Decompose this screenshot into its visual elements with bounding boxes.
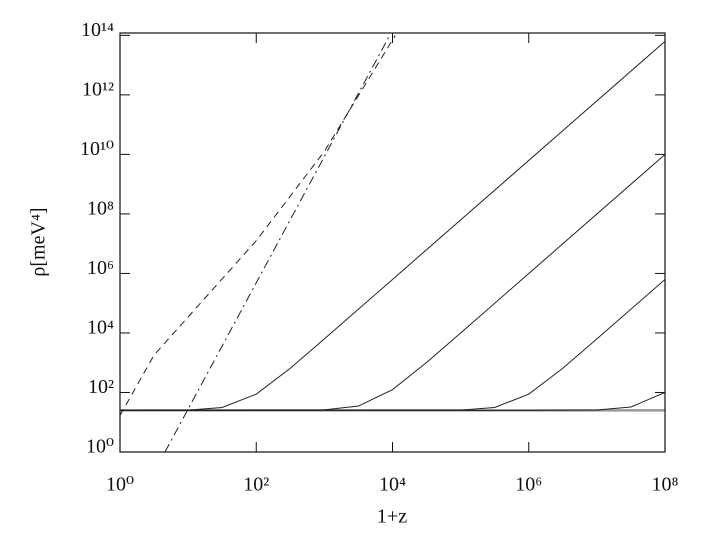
y-tick-label: 10⁴ bbox=[87, 317, 114, 339]
series-line bbox=[120, 279, 665, 411]
y-tick-label: 10⁰ bbox=[86, 436, 114, 458]
x-tick-label: 10⁶ bbox=[515, 474, 542, 496]
y-axis-label: ρ[meV⁴] bbox=[28, 207, 50, 276]
series-line bbox=[164, 35, 391, 452]
series-line bbox=[120, 40, 665, 411]
x-tick-label: 10² bbox=[243, 474, 269, 496]
series-line bbox=[120, 391, 665, 411]
x-axis-label: 1+z bbox=[377, 506, 407, 528]
y-tick-label: 10⁶ bbox=[87, 257, 114, 279]
x-tick-label: 10⁴ bbox=[379, 474, 406, 496]
series-line bbox=[120, 35, 396, 416]
y-tick-label: 10⁸ bbox=[87, 198, 114, 220]
y-tick-label: 10¹⁰ bbox=[80, 138, 114, 160]
x-tick-label: 10⁰ bbox=[106, 474, 134, 496]
series-line bbox=[120, 154, 665, 411]
y-tick-label: 10¹⁴ bbox=[81, 19, 114, 41]
x-tick-label: 10⁸ bbox=[652, 474, 679, 496]
plot-lines bbox=[120, 35, 665, 452]
y-tick-label: 10² bbox=[88, 376, 114, 398]
y-tick-label: 10¹² bbox=[82, 78, 114, 100]
